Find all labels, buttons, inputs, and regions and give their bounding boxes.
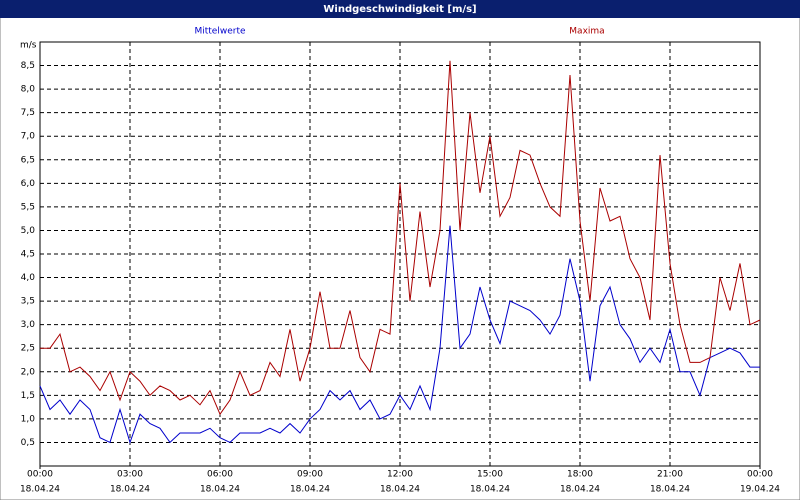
x-tick-date: 18.04.24 (650, 485, 690, 495)
y-tick-label: 4,0 (21, 273, 36, 283)
data-line (40, 60, 761, 416)
legend-entry: Maxima (569, 27, 604, 37)
x-tick-date: 18.04.24 (20, 485, 60, 495)
x-tick-label: 03:00 (117, 470, 143, 480)
y-tick-label: 6,0 (21, 179, 36, 189)
y-tick-label: 5,5 (21, 202, 35, 212)
y-tick-label: 7,5 (21, 108, 35, 118)
x-tick-date: 18.04.24 (110, 485, 150, 495)
x-tick-date: 18.04.24 (380, 485, 420, 495)
title-bar (0, 0, 800, 18)
x-tick-label: 09:00 (297, 470, 323, 480)
legend-entry: Mittelwerte (194, 27, 245, 37)
x-tick-date: 18.04.24 (290, 485, 330, 495)
y-tick-label: 7,0 (21, 132, 36, 142)
x-tick-label: 00:00 (747, 470, 773, 480)
x-tick-date: 18.04.24 (200, 485, 240, 495)
y-tick-label: 6,5 (21, 155, 35, 165)
y-tick-label: 3,5 (21, 297, 35, 307)
x-tick-label: 00:00 (27, 470, 53, 480)
chart-title: Windgeschwindigkeit [m/s] (323, 4, 476, 15)
x-tick-date: 18.04.24 (470, 485, 510, 495)
y-tick-label: 8,5 (21, 61, 35, 71)
x-tick-label: 12:00 (387, 470, 413, 480)
y-tick-label: 8,0 (21, 85, 36, 95)
y-tick-label: 5,0 (21, 226, 36, 236)
x-tick-date: 19.04.24 (740, 485, 780, 495)
x-tick-date: 18.04.24 (560, 485, 600, 495)
x-tick-label: 18:00 (567, 470, 593, 480)
y-tick-label: 2,0 (21, 367, 36, 377)
y-tick-label: 1,5 (21, 391, 35, 401)
y-axis-label: m/s (20, 41, 37, 51)
y-tick-label: 4,5 (21, 250, 35, 260)
y-tick-label: 1,0 (21, 414, 36, 424)
data-line (39, 225, 760, 444)
y-tick-label: 2,5 (21, 344, 35, 354)
y-tick-label: 3,0 (21, 320, 36, 330)
x-tick-label: 06:00 (207, 470, 233, 480)
x-tick-label: 15:00 (477, 470, 503, 480)
x-tick-label: 21:00 (657, 470, 683, 480)
y-tick-label: 0,5 (21, 438, 35, 448)
